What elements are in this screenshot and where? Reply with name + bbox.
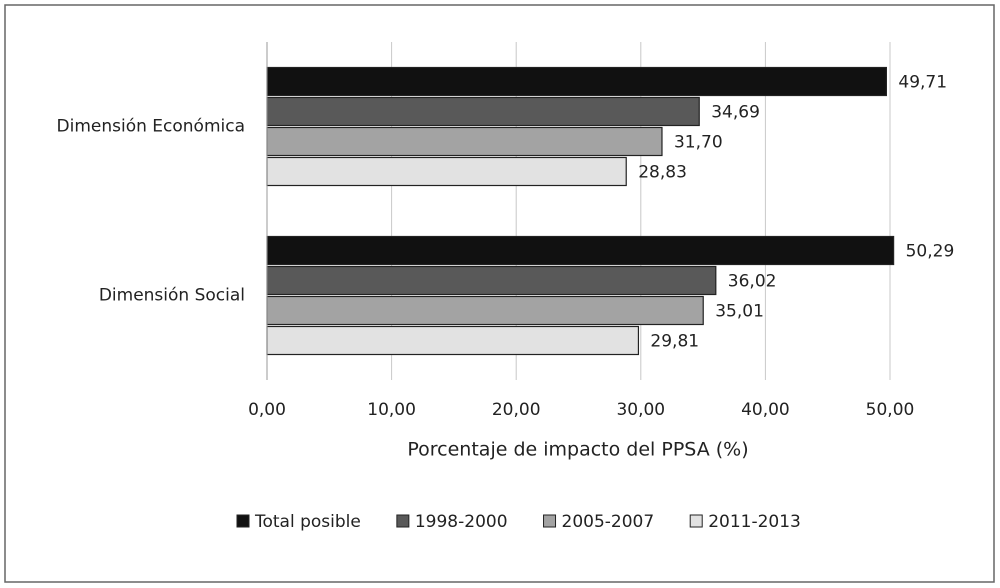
bar	[266, 295, 704, 326]
legend-label: 1998-2000	[415, 512, 508, 532]
y-tick-label: Dimensión Social	[99, 286, 245, 306]
legend-swatch	[689, 514, 703, 528]
legend-swatch	[236, 514, 250, 528]
legend-label: 2011-2013	[708, 512, 801, 532]
value-label: 31,70	[674, 133, 723, 153]
bar	[266, 265, 717, 296]
x-tick-label: 30,00	[616, 400, 665, 420]
x-tick-label: 50,00	[866, 400, 915, 420]
legend-label: 2005-2007	[562, 512, 655, 532]
x-axis-title: Porcentaje de impacto del PPSA (%)	[407, 439, 748, 461]
bar	[266, 66, 887, 97]
bar	[266, 325, 640, 356]
legend-swatch	[543, 514, 557, 528]
value-label: 50,29	[906, 242, 955, 262]
y-tick-label: Dimensión Económica	[57, 117, 245, 137]
legend-swatch	[396, 514, 410, 528]
value-label: 35,01	[715, 302, 764, 322]
bar	[266, 156, 627, 187]
legend-label: Total posible	[254, 512, 361, 532]
x-tick-label: 10,00	[367, 400, 416, 420]
value-label: 34,69	[711, 103, 760, 123]
value-label: 29,81	[650, 332, 699, 352]
x-tick-label: 40,00	[741, 400, 790, 420]
x-tick-label: 20,00	[492, 400, 541, 420]
value-label: 28,83	[638, 163, 687, 183]
bar	[266, 96, 700, 127]
x-tick-label: 0,00	[248, 400, 286, 420]
bar	[266, 126, 663, 157]
value-label: 49,71	[898, 73, 947, 93]
bar	[266, 235, 895, 266]
value-label: 36,02	[728, 272, 777, 292]
